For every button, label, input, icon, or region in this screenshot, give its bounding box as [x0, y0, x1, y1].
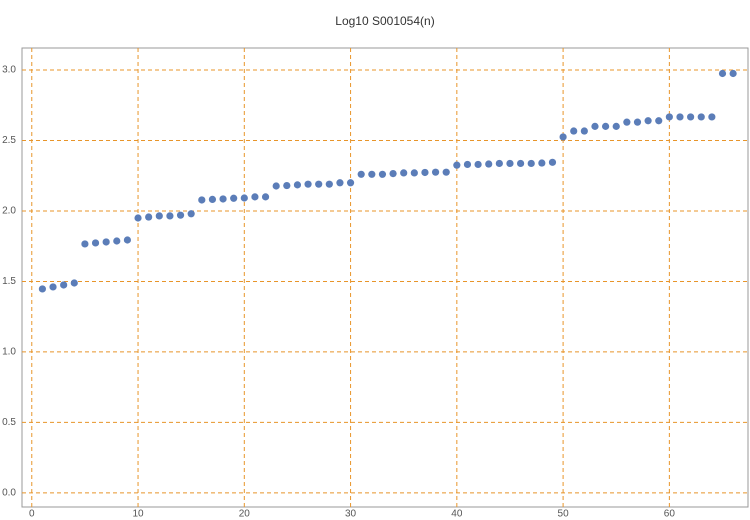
point — [410, 169, 418, 177]
point — [251, 193, 259, 201]
point — [378, 170, 387, 178]
point — [357, 170, 365, 178]
point — [400, 169, 408, 177]
point — [325, 180, 333, 188]
point — [548, 158, 557, 166]
y-tick-label: 1.5 — [2, 276, 16, 287]
y-tick-label: 2.5 — [2, 135, 16, 146]
y-tick-label: 3.0 — [2, 65, 16, 76]
point — [81, 240, 89, 248]
plot-frame — [21, 47, 749, 508]
point — [431, 168, 440, 176]
point — [261, 193, 270, 201]
y-tick-label: 0.0 — [2, 488, 16, 499]
point — [729, 69, 737, 78]
point — [283, 181, 291, 190]
point — [304, 180, 312, 188]
point — [208, 195, 217, 204]
point — [155, 212, 163, 220]
point — [602, 122, 610, 130]
x-tick-label: 10 — [132, 509, 144, 520]
point — [49, 283, 57, 291]
point — [91, 239, 100, 247]
point — [506, 159, 514, 168]
point — [516, 159, 525, 168]
point — [687, 113, 695, 121]
point — [633, 118, 642, 126]
point — [580, 127, 588, 135]
point — [527, 159, 535, 168]
point — [272, 182, 280, 190]
point — [708, 113, 716, 121]
y-tick-label: 1.0 — [2, 347, 16, 358]
x-tick-label: 50 — [558, 509, 570, 520]
x-tick-label: 30 — [345, 509, 357, 520]
point — [102, 238, 110, 246]
x-tick-label: 20 — [239, 509, 251, 520]
point — [368, 170, 376, 178]
point — [474, 160, 482, 169]
point — [665, 113, 673, 121]
point — [421, 168, 429, 177]
point — [495, 159, 503, 168]
point — [559, 133, 567, 141]
point — [187, 210, 195, 218]
x-tick-label: 60 — [664, 509, 676, 520]
point — [453, 161, 461, 169]
point — [145, 213, 153, 221]
point — [176, 211, 185, 219]
x-tick-label: 0 — [29, 509, 35, 520]
point — [293, 181, 302, 189]
point — [485, 160, 493, 168]
point — [655, 117, 663, 125]
point — [538, 159, 546, 167]
chart-title: Log10 S001054(n) — [335, 14, 434, 28]
point — [70, 279, 78, 287]
point — [240, 194, 248, 202]
point — [60, 281, 68, 289]
point — [336, 179, 344, 187]
point — [123, 236, 132, 244]
point — [697, 113, 705, 121]
y-tick-label: 2.0 — [2, 206, 16, 217]
point — [591, 122, 599, 130]
point — [230, 194, 238, 202]
point — [718, 69, 727, 78]
point — [315, 180, 323, 188]
point — [134, 214, 142, 222]
point — [442, 168, 450, 176]
point — [38, 285, 47, 293]
y-tick-label: 0.5 — [2, 417, 16, 428]
point — [113, 237, 121, 245]
point — [219, 195, 227, 203]
point — [570, 127, 578, 135]
point — [166, 212, 174, 220]
point — [346, 179, 355, 187]
point — [389, 170, 397, 178]
point — [676, 113, 684, 121]
x-tick-label: 40 — [451, 509, 463, 520]
point — [198, 196, 206, 204]
point — [463, 160, 472, 169]
point — [623, 118, 631, 126]
point — [644, 117, 652, 125]
point — [612, 122, 620, 130]
